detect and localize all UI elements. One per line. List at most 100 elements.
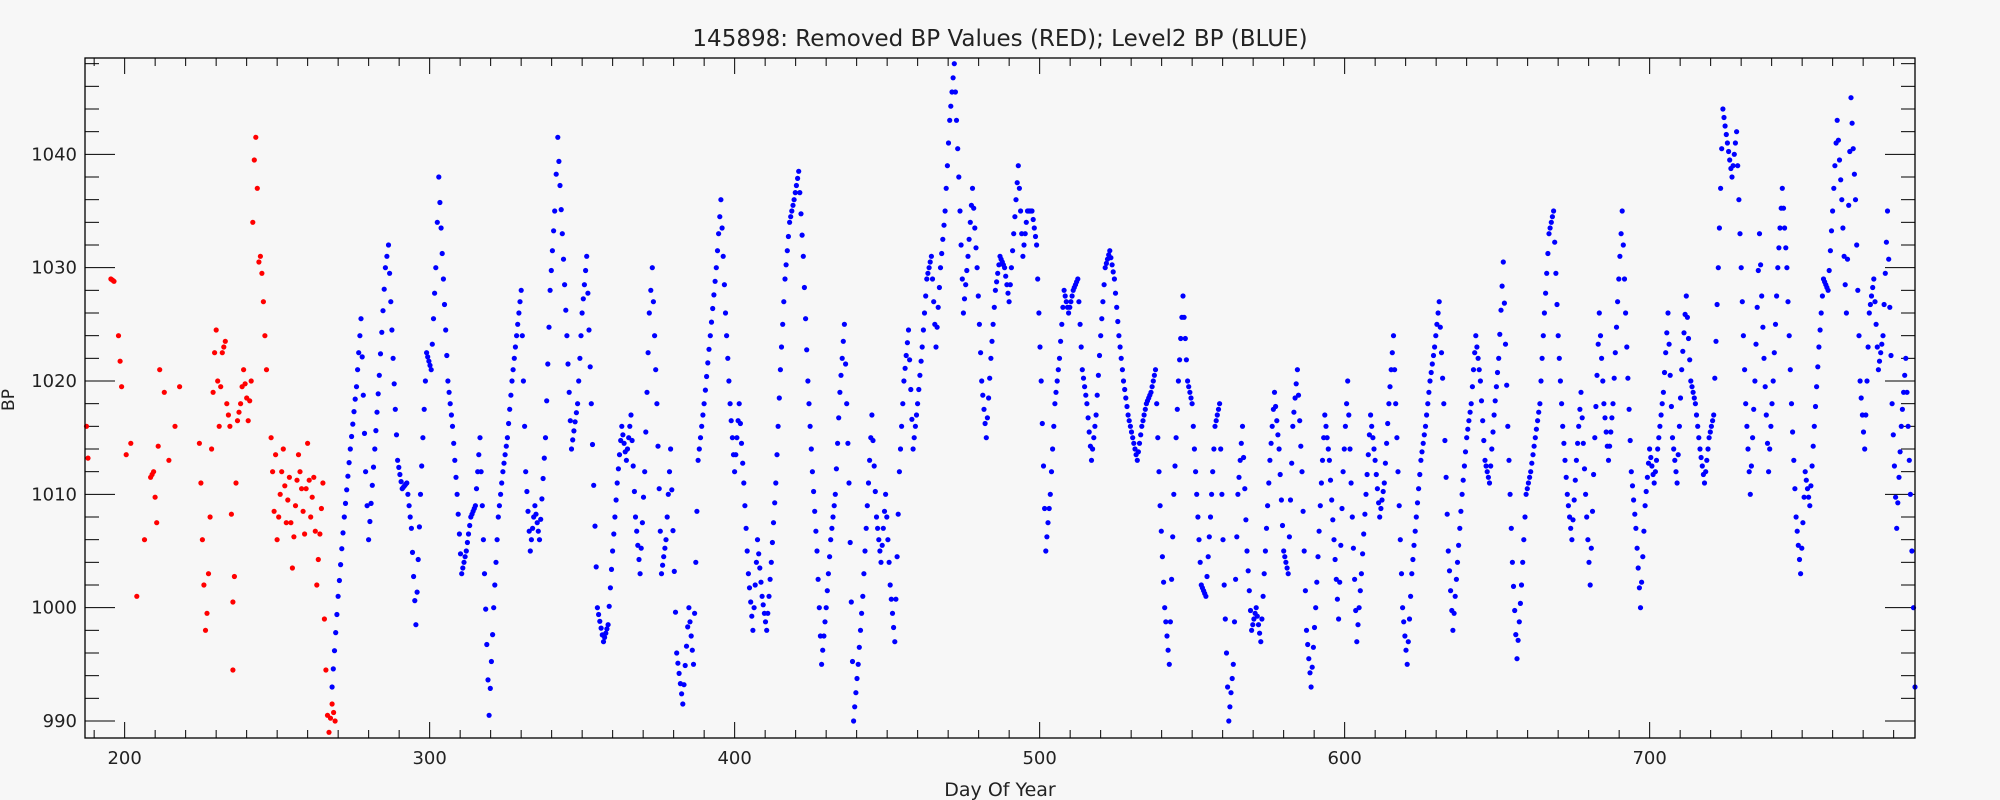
level2-bp-point	[1461, 463, 1467, 469]
removed-bp-point	[308, 514, 314, 520]
level2-bp-point	[804, 347, 810, 353]
level2-bp-point	[1551, 208, 1557, 214]
level2-bp-point	[664, 514, 670, 520]
removed-bp-point	[85, 455, 91, 461]
removed-bp-point	[236, 409, 242, 415]
level2-bp-point	[1536, 409, 1542, 415]
level2-bp-point	[879, 542, 885, 548]
level2-bp-point	[1848, 95, 1854, 101]
level2-bp-point	[363, 469, 369, 475]
removed-bp-point	[216, 423, 222, 429]
removed-bp-point	[279, 469, 285, 475]
removed-bp-point	[332, 718, 338, 724]
level2-bp-point	[1205, 554, 1211, 560]
level2-bp-point	[1635, 565, 1641, 571]
level2-bp-point	[1228, 690, 1234, 696]
removed-bp-point	[295, 452, 302, 458]
level2-bp-point	[1575, 440, 1581, 446]
level2-bp-point	[1752, 378, 1758, 384]
level2-bp-point	[341, 514, 347, 520]
level2-bp-point	[719, 225, 725, 231]
level2-bp-point	[1737, 231, 1743, 237]
level2-bp-point	[542, 435, 549, 441]
level2-bp-point	[838, 372, 844, 378]
level2-bp-point	[1300, 508, 1306, 514]
level2-bp-point	[1379, 497, 1385, 503]
level2-bp-point	[367, 518, 373, 525]
level2-bp-point	[526, 528, 532, 534]
level2-bp-point	[1387, 384, 1393, 390]
y-axis-label: BP	[0, 389, 19, 411]
level2-bp-point	[485, 677, 491, 683]
level2-bp-point	[335, 593, 341, 599]
removed-bp-point	[297, 469, 303, 475]
removed-bp-point	[205, 571, 212, 577]
level2-bp-point	[503, 443, 509, 449]
level2-bp-point	[685, 624, 691, 630]
level2-bp-point	[1329, 497, 1335, 503]
level2-bp-point	[693, 559, 699, 565]
level2-bp-point	[924, 276, 930, 282]
level2-bp-point	[1177, 357, 1183, 363]
level2-bp-point	[1088, 457, 1095, 463]
removed-bp-point	[320, 480, 326, 486]
removed-bp-point	[288, 520, 294, 526]
level2-bp-point	[878, 559, 884, 565]
level2-bp-point	[1770, 378, 1776, 384]
level2-bp-point	[1834, 117, 1840, 123]
level2-bp-point	[490, 632, 496, 638]
level2-bp-point	[612, 514, 618, 520]
level2-bp-point	[1080, 375, 1087, 381]
level2-bp-point	[680, 701, 686, 707]
level2-bp-point	[1409, 571, 1415, 577]
data-points	[83, 61, 1918, 735]
level2-bp-point	[1831, 185, 1837, 191]
level2-bp-point	[979, 378, 985, 384]
level2-bp-point	[1476, 367, 1482, 373]
level2-bp-point	[560, 256, 567, 262]
x-axis-label: Day Of Year	[944, 779, 1056, 800]
level2-bp-point	[825, 571, 832, 577]
level2-bp-point	[1262, 548, 1268, 554]
level2-bp-point	[1819, 293, 1825, 299]
level2-bp-point	[425, 354, 431, 360]
level2-bp-point	[451, 440, 457, 446]
level2-bp-point	[380, 308, 386, 314]
level2-bp-point	[611, 531, 617, 537]
level2-bp-point	[861, 571, 867, 577]
level2-bp-point	[787, 219, 793, 225]
level2-bp-point	[1366, 432, 1372, 438]
level2-bp-point	[953, 117, 960, 123]
level2-bp-point	[964, 267, 970, 274]
level2-bp-point	[1583, 491, 1589, 497]
level2-bp-point	[1411, 542, 1417, 548]
level2-bp-point	[887, 582, 893, 588]
level2-bp-point	[1433, 333, 1439, 339]
level2-bp-point	[1529, 460, 1535, 466]
level2-bp-point	[540, 475, 546, 482]
plot-frame	[84, 57, 1916, 739]
level2-bp-point	[463, 548, 469, 554]
removed-bp-point	[115, 333, 122, 339]
level2-bp-point	[415, 556, 421, 563]
level2-bp-point	[1418, 457, 1424, 463]
level2-bp-point	[1034, 242, 1040, 248]
level2-bp-point	[1688, 378, 1694, 384]
level2-bp-point	[495, 514, 501, 520]
level2-bp-point	[528, 537, 535, 543]
level2-bp-point	[811, 488, 817, 495]
level2-bp-point	[1342, 423, 1348, 429]
level2-bp-point	[891, 624, 897, 631]
level2-bp-point	[1579, 415, 1585, 421]
level2-bp-point	[915, 401, 921, 407]
level2-bp-point	[1221, 582, 1227, 588]
level2-bp-point	[1422, 423, 1429, 429]
level2-bp-point	[1421, 432, 1427, 438]
level2-bp-point	[847, 539, 853, 546]
level2-bp-point	[694, 508, 700, 514]
level2-bp-point	[1055, 367, 1061, 373]
level2-bp-point	[764, 627, 770, 633]
level2-bp-point	[1493, 384, 1499, 390]
level2-bp-point	[885, 537, 891, 543]
level2-bp-point	[765, 610, 771, 616]
